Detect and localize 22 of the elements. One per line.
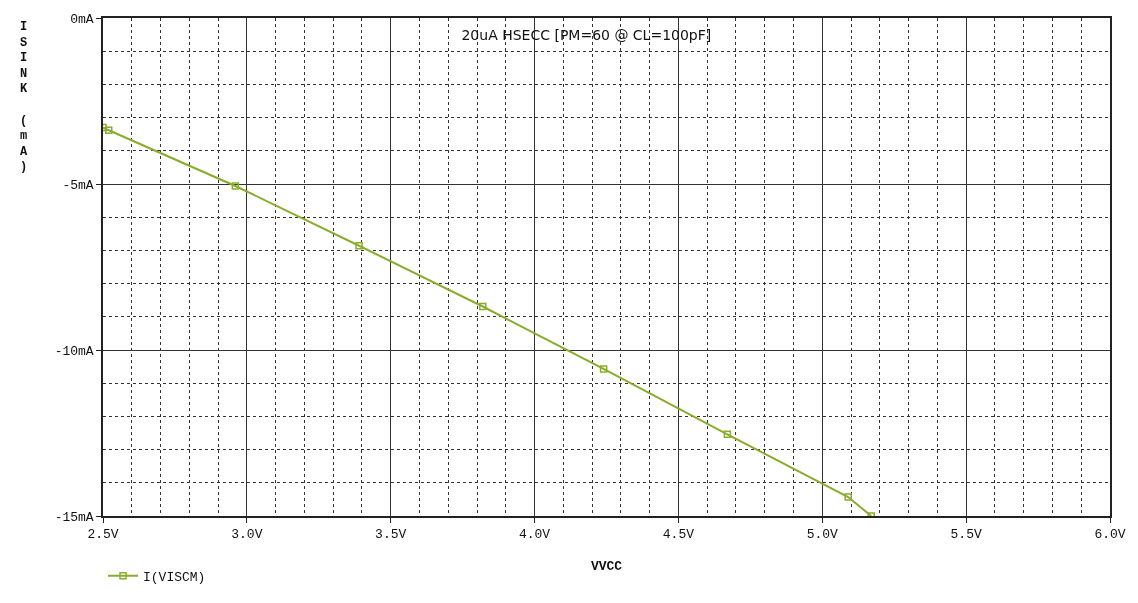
- x-tick-label: 3.5V: [375, 527, 407, 543]
- point: [105, 126, 113, 134]
- y-tick-label: 0mA: [70, 11, 94, 27]
- x-tick-label: 5.0V: [806, 527, 839, 543]
- x-tick-label: 6.0V: [1094, 527, 1126, 543]
- x-axis-title: VVCC: [590, 559, 623, 575]
- text: ISINK (mA): [20, 20, 28, 175]
- legend-label: I(VISCM): [143, 569, 206, 585]
- point: [355, 242, 363, 250]
- point: [844, 493, 852, 501]
- y-tick-label: -15mA: [54, 509, 94, 525]
- x-tick-label: 3.0V: [231, 527, 263, 543]
- x-tick-label: 2.5V: [87, 527, 119, 543]
- x-tick-label: 4.0V: [518, 527, 551, 543]
- y-tick-label: -10mA: [54, 343, 94, 359]
- point: [479, 302, 487, 311]
- point: [723, 430, 732, 439]
- y-tick-label: -5mA: [62, 177, 94, 193]
- x-tick-label: 5.5V: [950, 527, 982, 543]
- point: [599, 365, 608, 373]
- point: [231, 182, 240, 190]
- x-tick-label: 4.5V: [662, 527, 695, 543]
